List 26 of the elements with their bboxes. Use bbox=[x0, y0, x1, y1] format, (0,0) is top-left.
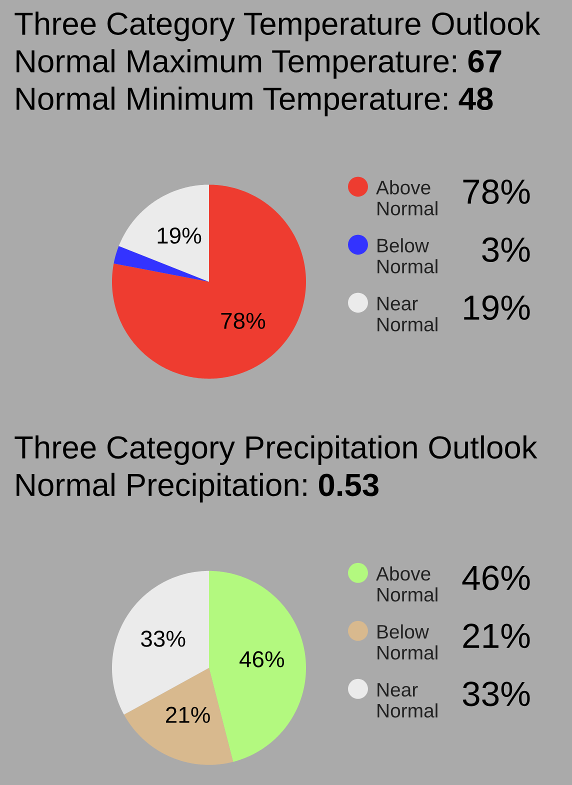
text: 46% bbox=[462, 566, 530, 590]
text: 21% bbox=[463, 624, 530, 648]
pie-slice bbox=[114, 246, 209, 282]
legend-label: Above Normal bbox=[376, 566, 438, 602]
data-label: 78% bbox=[221, 312, 266, 329]
text: 19% bbox=[464, 295, 530, 320]
text: 78% bbox=[463, 179, 530, 204]
data-label: 33% bbox=[141, 630, 186, 647]
data-label: 19% bbox=[158, 228, 202, 244]
data-label: 3% bbox=[482, 237, 530, 262]
data-label: 21% bbox=[166, 706, 210, 723]
pie-slice bbox=[209, 570, 306, 762]
legend-label: Near Normal bbox=[378, 683, 438, 718]
chart-title: Three Category Temperature Outlook bbox=[14, 12, 540, 42]
legend-label: Above Normal bbox=[376, 180, 438, 216]
pie-slice bbox=[112, 184, 306, 379]
chart-title: Three Category Precipitation Outlook bbox=[14, 435, 538, 465]
chart-subtitle: Normal Maximum Temperature: 67 Normal Minimum Temperature: 48 bbox=[16, 49, 502, 116]
data-label: 46% bbox=[240, 651, 284, 668]
legend-label: Below Normal bbox=[378, 624, 438, 660]
pie-slice bbox=[118, 184, 209, 282]
text: 33% bbox=[462, 682, 530, 706]
legend-label: Near Normal bbox=[378, 296, 438, 332]
legend-label: Below Normal bbox=[378, 238, 438, 274]
pie-slice bbox=[124, 668, 234, 765]
chart-subtitle: Normal Precipitation: 0.53 bbox=[16, 472, 378, 502]
